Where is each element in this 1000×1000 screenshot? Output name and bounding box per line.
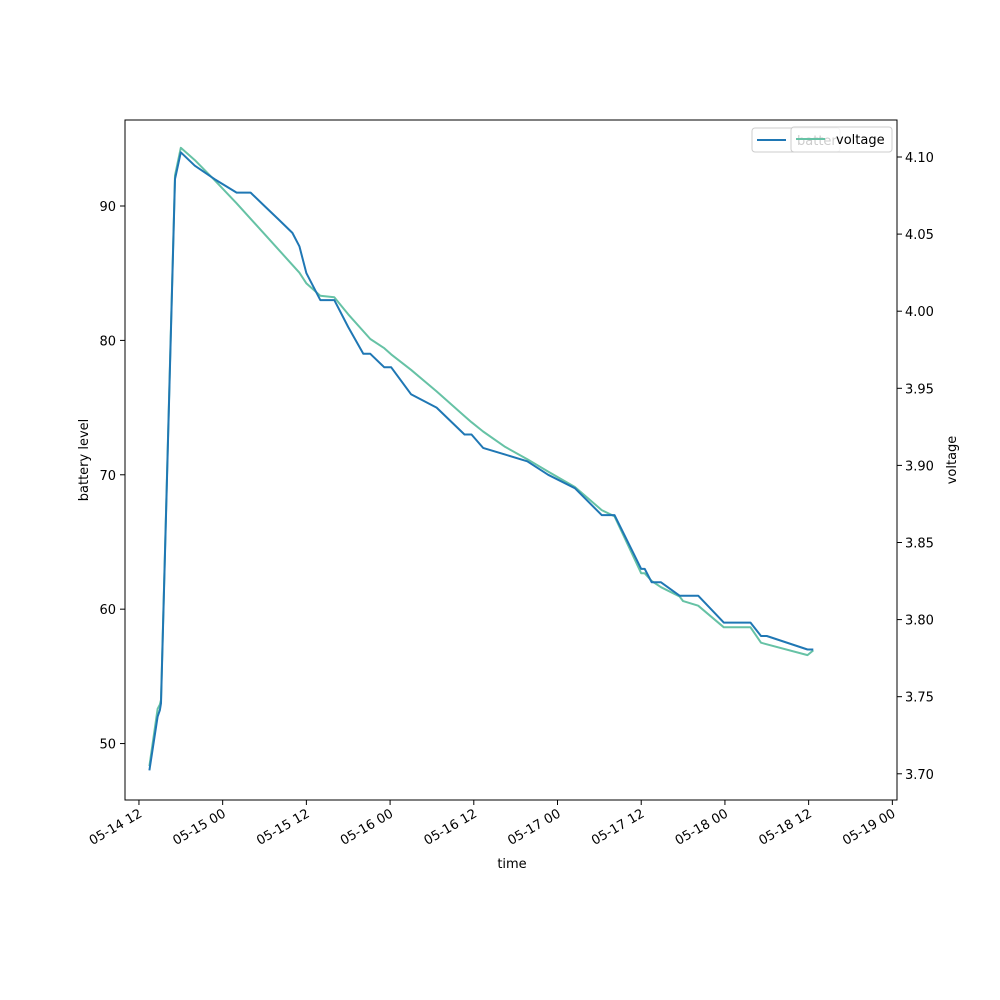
- y-left-tick-label: 60: [99, 603, 116, 618]
- y-right-tick-label: 3.95: [905, 382, 934, 397]
- legend-voltage-label: voltage: [836, 133, 885, 148]
- y-left-tick-label: 50: [99, 738, 116, 753]
- y-right-tick-label: 3.90: [905, 459, 934, 474]
- y-right-tick-label: 3.70: [905, 768, 934, 783]
- y-left-tick-label: 80: [99, 334, 116, 349]
- series-layer: [148, 146, 814, 771]
- y-axis-right: 3.70 3.75 3.80 3.85 3.90 3.95 4.00 4.05 4.10: [897, 151, 934, 783]
- legend-voltage: voltage: [790, 126, 893, 153]
- legend-voltage-box: [790, 126, 893, 153]
- y-axis-right-label: voltage: [945, 436, 960, 485]
- y-right-tick-label: 3.75: [905, 691, 934, 706]
- series-line-battery: [148, 151, 814, 771]
- y-right-tick-label: 3.85: [905, 536, 934, 551]
- y-left-tick-label: 90: [99, 200, 116, 215]
- y-right-tick-label: 4.00: [905, 305, 934, 320]
- y-right-tick-label: 4.10: [905, 151, 934, 166]
- x-axis-label: time: [497, 857, 526, 872]
- y-left-tick-label: 70: [99, 469, 116, 484]
- y-right-tick-label: 3.80: [905, 614, 934, 629]
- y-axis-left: 50 60 70 80 90: [99, 200, 125, 753]
- y-axis-left-label: battery level: [77, 419, 92, 502]
- y-right-tick-label: 4.05: [905, 228, 934, 243]
- plot-frame: [124, 119, 898, 801]
